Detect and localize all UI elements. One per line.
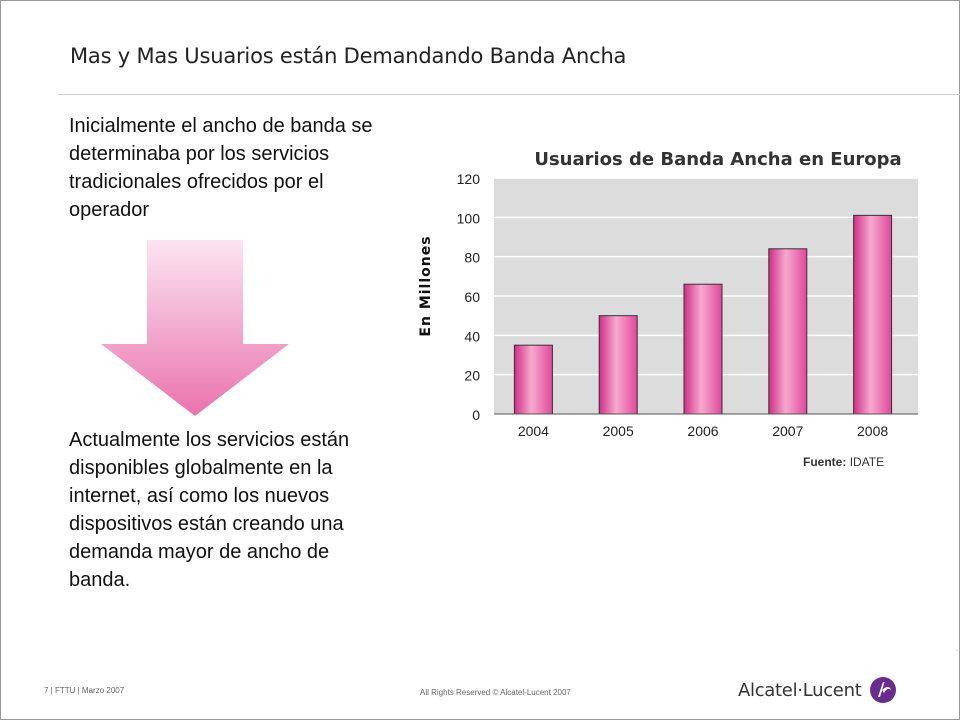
source-note: Fuente: IDATE <box>803 455 884 469</box>
x-tick-label: 2007 <box>772 423 803 439</box>
y-tick-label: 40 <box>464 328 480 344</box>
source-value: IDATE <box>849 455 885 469</box>
bar-2004 <box>513 344 553 415</box>
x-tick-label: 2006 <box>687 423 718 439</box>
intro-paragraph: Inicialmente el ancho de banda se determ… <box>69 115 373 221</box>
x-tick-label: 2005 <box>603 423 634 439</box>
bar-chart: Usuarios de Banda Ancha en Europa En Mil… <box>418 149 918 439</box>
y-tick-label: 60 <box>464 289 480 305</box>
y-tick-label: 0 <box>472 407 480 423</box>
y-tick-label: 100 <box>457 210 481 226</box>
source-label: Fuente: <box>803 455 847 469</box>
footer-copyright: All Rights Reserved © Alcatel-Lucent 200… <box>420 688 571 697</box>
y-tick-label: 120 <box>457 171 481 187</box>
x-tick-label: 2004 <box>518 423 549 439</box>
chart-title: Usuarios de Banda Ancha en Europa <box>534 149 901 170</box>
bar-2007 <box>768 248 808 415</box>
bar-2006 <box>683 283 723 415</box>
current-paragraph: Actualmente los servicios están disponib… <box>69 429 350 591</box>
footer-page-info: 7 | FTTU | Marzo 2007 <box>44 686 125 695</box>
stray-mark: . <box>956 644 959 653</box>
y-tick-label: 20 <box>464 368 480 384</box>
bar-2005 <box>598 315 638 415</box>
down-arrow-icon <box>101 240 289 416</box>
company-logo: Alcatel·Lucent <box>738 676 897 704</box>
y-tick-label: 80 <box>464 250 480 266</box>
logo-text: Alcatel·Lucent <box>738 679 862 701</box>
x-tick-label: 2008 <box>857 423 888 439</box>
bar-2008 <box>853 214 893 415</box>
page-title: Mas y Mas Usuarios están Demandando Band… <box>70 44 627 68</box>
title-divider <box>58 94 960 95</box>
y-axis-label: En Millones <box>418 235 434 336</box>
alcatel-lucent-logo-icon <box>870 677 897 703</box>
